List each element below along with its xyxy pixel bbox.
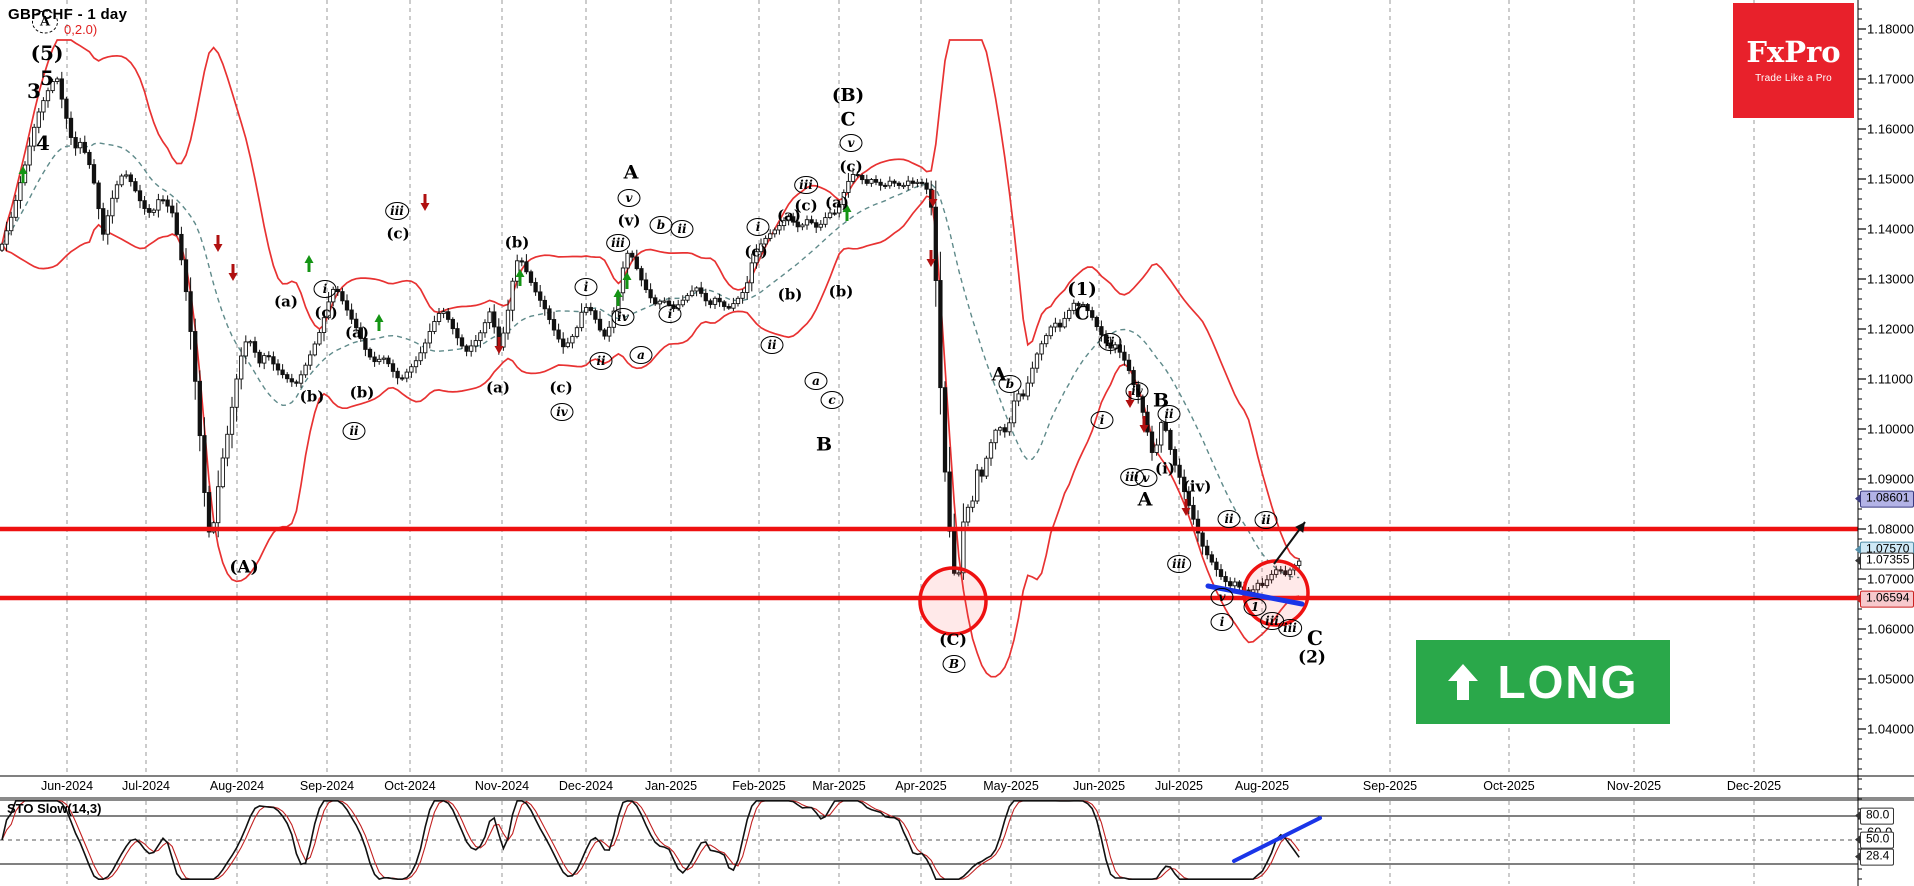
symbol-timeframe-title: GBPCHF - 1 day xyxy=(8,6,128,23)
fxpro-tagline: Trade Like a Pro xyxy=(1755,72,1832,84)
fxpro-brand-text: FxPro xyxy=(1746,34,1841,69)
long-signal-badge: LONG xyxy=(1416,640,1670,724)
up-arrow-icon xyxy=(1447,664,1478,700)
indicator-settings-label: 0,2.0) xyxy=(64,22,98,37)
stochastic-indicator-label: STO Slow(14,3) xyxy=(7,801,102,816)
long-signal-label: LONG xyxy=(1497,656,1639,708)
fxpro-logo: FxPro Trade Like a Pro xyxy=(1733,3,1854,118)
